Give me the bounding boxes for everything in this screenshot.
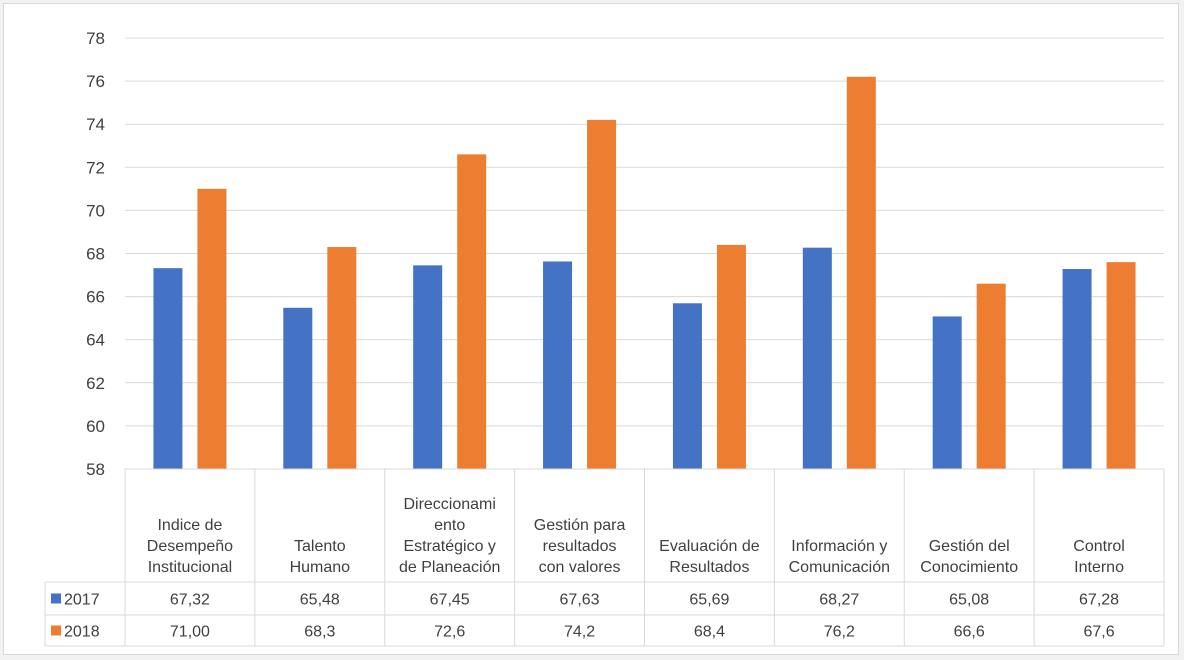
category-label-7: Gestión del Conocimiento	[920, 538, 1018, 576]
data-cell-2018-7: 66,6	[954, 624, 985, 641]
category-label-line: Desempeño	[147, 538, 233, 555]
y-tick-label: 64	[86, 331, 105, 350]
bar-2018-7	[976, 283, 1006, 469]
category-label-line: Gestión para	[534, 517, 626, 534]
y-tick-label: 66	[86, 288, 105, 307]
legend-label-2018: 2018	[64, 624, 100, 641]
category-label-line: Conocimiento	[920, 559, 1018, 576]
category-label-line: Indice de	[157, 517, 222, 534]
bar-2017-4	[543, 261, 573, 469]
bar-2017-6	[802, 247, 832, 469]
bar-2018-6	[846, 76, 876, 469]
data-cell-2018-4: 74,2	[564, 624, 595, 641]
data-cell-2018-2: 68,3	[304, 624, 335, 641]
category-label-3: Direccionami ento Estratégico y de Planeaci…	[399, 496, 500, 576]
category-label-line: Interno	[1074, 559, 1124, 576]
category-label-line: Comunicación	[789, 559, 890, 576]
category-label-line: Resultados	[669, 559, 749, 576]
y-tick-label: 60	[86, 417, 105, 436]
data-cell-2017-4: 67,63	[560, 592, 600, 609]
legend-key-2017	[51, 593, 61, 604]
category-label-1: Indice de Desempeño Institucional	[147, 517, 233, 576]
bar-2017-3	[413, 265, 443, 469]
bar-2018-2	[327, 247, 357, 469]
bar-2018-4	[587, 119, 617, 469]
legend-label-2017: 2017	[64, 592, 100, 609]
y-tick-label: 62	[86, 374, 105, 393]
category-label-line: Estratégico y	[403, 538, 495, 555]
category-label-line: resultados	[543, 538, 617, 555]
category-label-line: Institucional	[148, 559, 233, 576]
category-label-5: Evaluación de Resultados	[659, 538, 760, 576]
legend-key-2018	[51, 625, 61, 636]
category-label-line: Información y	[791, 538, 887, 555]
category-label-line: de Planeación	[399, 559, 500, 576]
data-cell-2017-3: 67,45	[430, 592, 470, 609]
y-tick-label: 76	[86, 72, 105, 91]
bar-2018-1	[197, 188, 227, 469]
category-label-line: Gestión del	[929, 538, 1010, 555]
bar-2018-8	[1106, 262, 1136, 469]
bar-2017-1	[153, 268, 183, 469]
category-label-line: Talento	[294, 538, 346, 555]
data-cell-2018-3: 72,6	[434, 624, 465, 641]
y-tick-label: 68	[86, 245, 105, 264]
bar-2018-3	[457, 154, 487, 469]
category-label-line: ento	[434, 517, 465, 534]
category-label-6: Información y Comunicación	[789, 538, 890, 576]
category-label-4: Gestión para resultados con valores	[534, 517, 626, 576]
y-tick-label: 78	[86, 29, 105, 48]
category-label-8: Control Interno	[1073, 538, 1125, 576]
data-cell-2018-8: 67,6	[1083, 624, 1114, 641]
data-cell-2017-5: 65,69	[689, 592, 729, 609]
category-label-line: Humano	[290, 559, 351, 576]
bar-chart: 58 60 62 64 66 68 70 72 74 76 78 Indice de Desempeño…	[44, 29, 1165, 647]
data-cell-2017-2: 65,48	[300, 592, 340, 609]
category-label-line: Control	[1073, 538, 1125, 555]
data-cell-2017-7: 65,08	[949, 592, 989, 609]
bar-2017-7	[932, 316, 962, 469]
category-label-line: Evaluación de	[659, 538, 760, 555]
y-tick-label: 58	[86, 460, 105, 479]
data-cell-2017-6: 68,27	[819, 592, 859, 609]
bar-2017-5	[672, 303, 702, 469]
category-label-2: Talento Humano	[290, 538, 351, 576]
chart-frame: 58 60 62 64 66 68 70 72 74 76 78 Indice de Desempeño…	[3, 3, 1179, 655]
data-cell-2018-6: 76,2	[824, 624, 855, 641]
category-label-line: con valores	[539, 559, 621, 576]
bar-2018-5	[716, 244, 746, 469]
bar-2017-2	[283, 307, 313, 469]
y-tick-label: 74	[86, 115, 105, 134]
data-cell-2018-5: 68,4	[694, 624, 725, 641]
y-tick-label: 72	[86, 158, 105, 177]
data-cell-2017-8: 67,28	[1079, 592, 1119, 609]
data-cell-2017-1: 67,32	[170, 592, 210, 609]
bar-2017-8	[1062, 269, 1092, 469]
data-cell-2018-1: 71,00	[170, 624, 210, 641]
y-tick-label: 70	[86, 201, 105, 220]
category-label-line: Direccionami	[403, 496, 495, 513]
